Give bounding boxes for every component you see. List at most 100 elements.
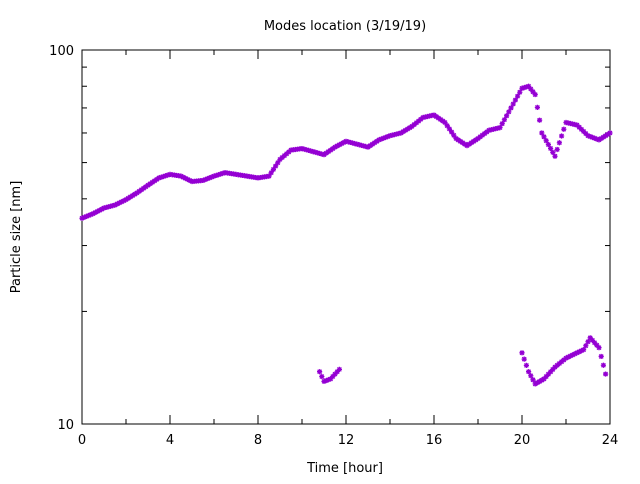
data-point (517, 89, 523, 95)
data-point (521, 85, 527, 91)
data-point (585, 339, 591, 345)
data-point (548, 145, 554, 152)
data-point (277, 156, 283, 162)
data-point (563, 355, 569, 361)
data-point (576, 349, 582, 355)
data-point (451, 132, 457, 138)
data-point (268, 170, 274, 176)
data-point (317, 369, 323, 375)
data-point (383, 134, 389, 140)
data-point (510, 101, 516, 107)
data-point (90, 211, 96, 217)
data-point (270, 166, 276, 173)
data-point (561, 126, 567, 132)
data-point (559, 359, 565, 365)
data-point (182, 175, 188, 181)
data-point (598, 353, 604, 360)
x-tick-label: 24 (602, 433, 619, 448)
data-point (187, 177, 193, 184)
data-point (530, 89, 536, 95)
data-point (336, 366, 342, 372)
data-point (532, 381, 538, 387)
data-point (119, 199, 125, 205)
data-point (83, 213, 89, 220)
data-point (378, 136, 384, 142)
data-point (521, 356, 527, 362)
data-point (519, 350, 525, 356)
data-point (158, 174, 164, 180)
data-point (554, 146, 560, 153)
data-point (574, 350, 580, 356)
data-point (528, 86, 534, 92)
data-point (88, 212, 94, 218)
data-point (444, 123, 450, 129)
data-point (607, 130, 613, 136)
data-point (534, 380, 540, 386)
y-tick-label: 100 (49, 44, 74, 59)
data-point (334, 143, 340, 149)
data-point (321, 378, 327, 384)
data-point (266, 173, 272, 179)
data-point (543, 373, 549, 380)
data-point (180, 174, 186, 180)
data-point (442, 119, 448, 126)
data-point (578, 126, 584, 132)
data-point (279, 154, 285, 161)
data-point (211, 173, 217, 179)
data-point (319, 373, 325, 380)
data-point (418, 116, 424, 122)
data-point (446, 126, 452, 132)
data-point (178, 173, 184, 179)
data-point (79, 215, 85, 221)
data-point (554, 362, 560, 368)
data-point (539, 130, 545, 136)
data-point (218, 171, 224, 177)
data-point (587, 335, 593, 341)
data-point (275, 160, 281, 166)
data-point (121, 198, 127, 204)
data-point (515, 93, 521, 99)
x-tick-label: 20 (514, 433, 531, 448)
data-point (506, 109, 512, 115)
y-tick-label: 10 (57, 418, 74, 433)
data-point (594, 342, 600, 348)
data-point (209, 174, 215, 180)
data-point (541, 134, 547, 140)
data-point (116, 200, 122, 206)
data-point (545, 141, 551, 148)
data-point (561, 357, 567, 363)
data-point (207, 175, 213, 181)
data-point (556, 360, 562, 367)
data-point (328, 376, 334, 382)
data-point (530, 377, 536, 383)
x-tick-label: 8 (254, 433, 262, 448)
data-point (284, 151, 290, 157)
data-point (323, 377, 329, 384)
data-point (413, 120, 419, 126)
data-point (202, 176, 208, 183)
data-point (165, 172, 171, 178)
data-point (380, 135, 386, 141)
data-point (537, 378, 543, 385)
data-point (204, 176, 210, 182)
data-point (592, 340, 598, 346)
data-point (548, 369, 554, 375)
data-point (512, 97, 518, 103)
data-point (581, 347, 587, 353)
data-point (572, 351, 578, 357)
data-points (79, 83, 613, 387)
data-point (156, 175, 162, 181)
data-point (332, 144, 338, 150)
data-point (81, 214, 87, 220)
x-axis-label: Time [hour] (306, 461, 383, 476)
data-point (565, 354, 571, 360)
data-point (545, 371, 551, 377)
data-point (409, 123, 415, 129)
data-point (336, 142, 342, 148)
data-point (581, 128, 587, 135)
data-point (592, 135, 598, 141)
data-point (537, 117, 543, 123)
data-point (600, 362, 606, 368)
